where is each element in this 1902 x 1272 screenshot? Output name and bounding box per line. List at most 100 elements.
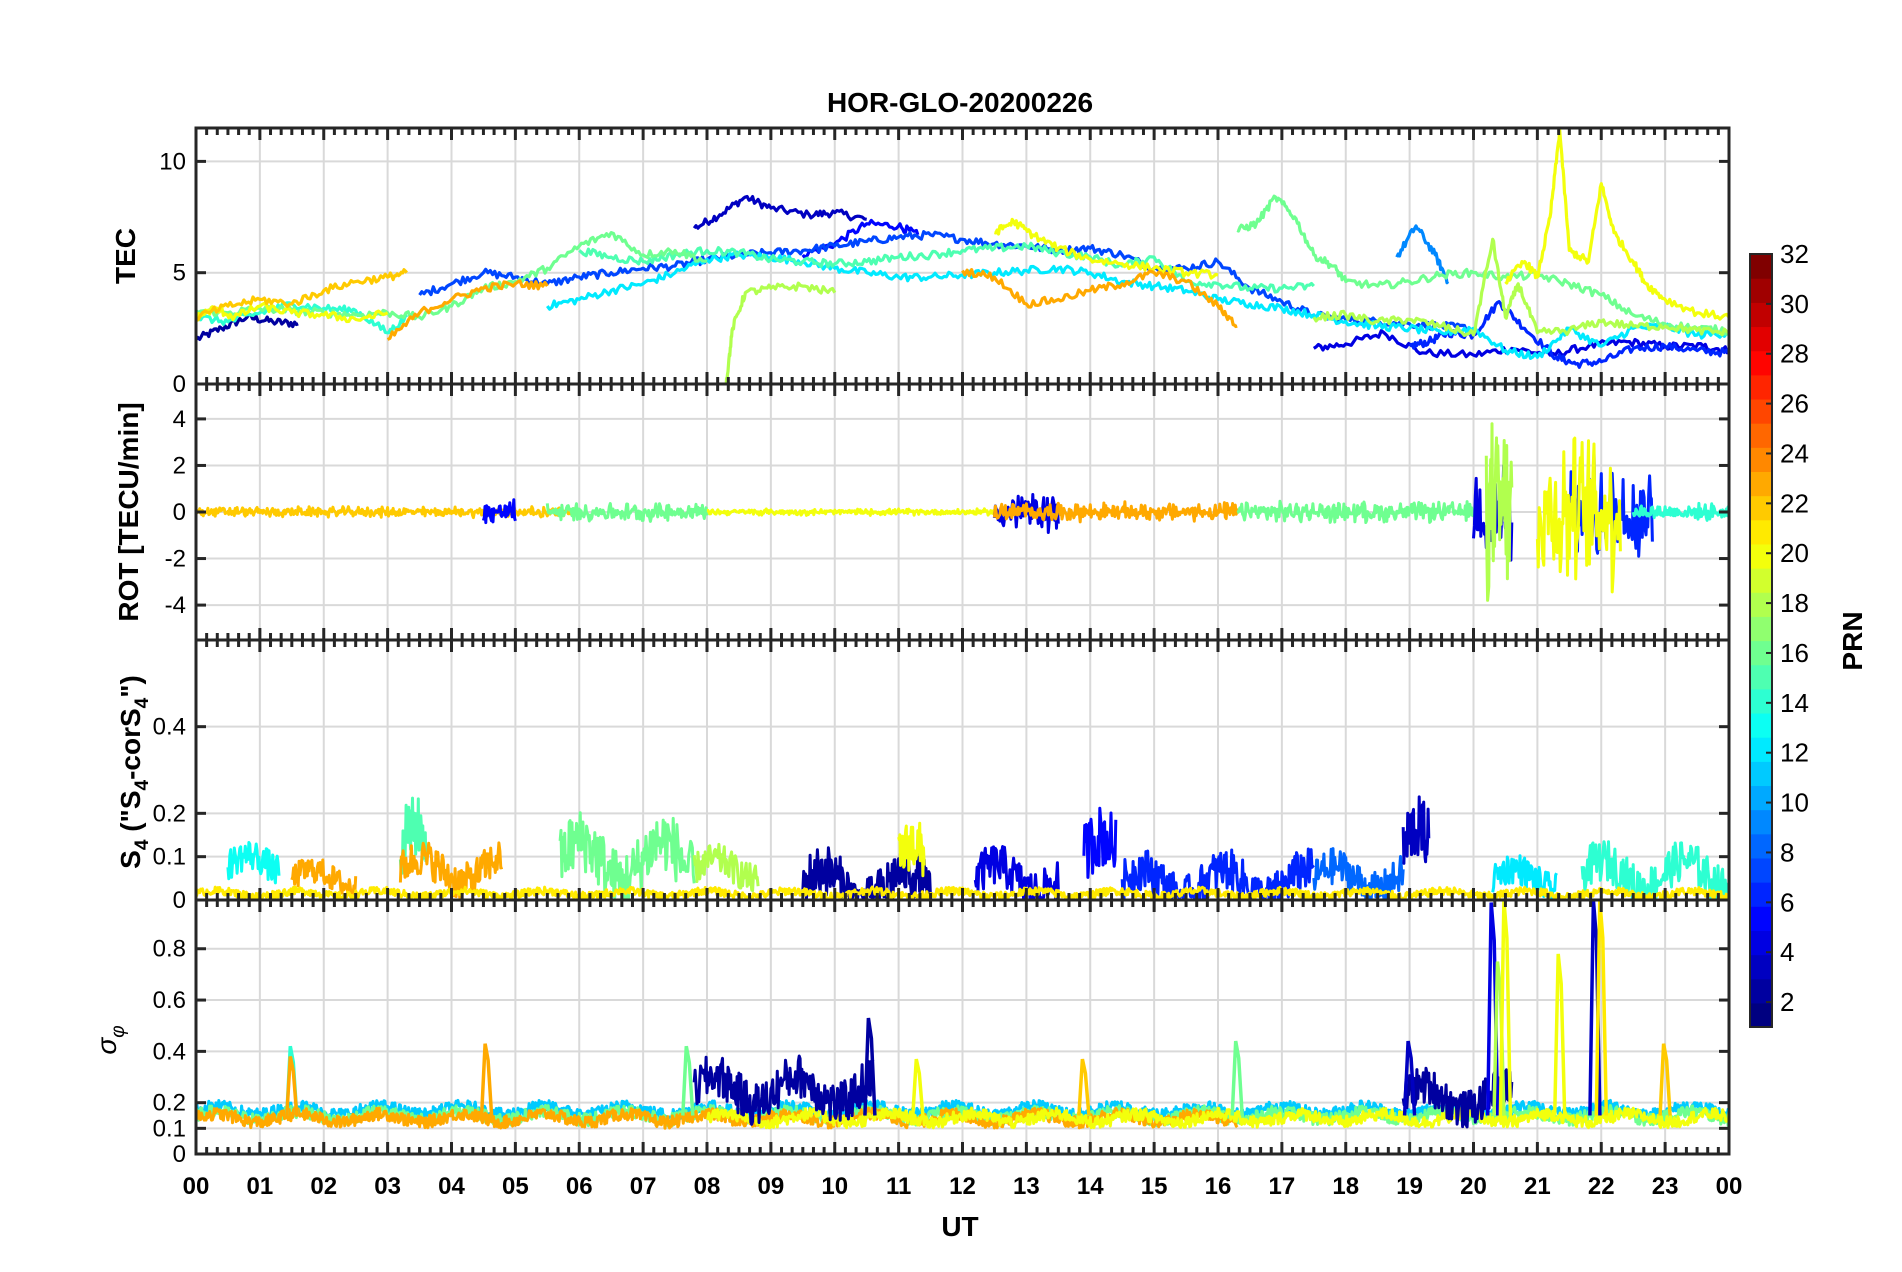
colorbar-tick-label: 18 [1780,588,1809,618]
y-tick-label: 0.4 [153,1038,186,1065]
x-tick-label: 10 [821,1173,848,1200]
x-tick-label: 14 [1077,1173,1104,1200]
y-tick-label: 0.1 [153,844,186,871]
tec-series-prn-20 [994,217,1219,280]
colorbar-swatch [1750,592,1772,617]
noise-series-prn-23 [398,841,504,899]
colorbar-label: PRN [1837,611,1868,670]
colorbar-swatch [1750,495,1772,521]
spike-prn-23 [285,1056,299,1116]
tec-series-prn-18 [724,281,837,384]
colorbar-swatch [1750,616,1772,642]
y-tick-label: 0.6 [153,987,186,1014]
noise-series-prn-13 [226,841,281,885]
y-tick-label: 5 [173,260,186,287]
y-tick-label: 0.8 [153,936,186,963]
noise-series-prn-23 [290,858,358,897]
colorbar-swatch [1750,664,1772,690]
spike-prn-16 [681,1045,695,1116]
colorbar-swatch [1750,833,1772,859]
y-tick-label: 0 [173,499,186,526]
y-tick-label: 0.4 [153,714,186,741]
tec-ylabel: TEC [110,228,141,284]
x-tick-label: 03 [374,1173,401,1200]
colorbar-tick-label: 16 [1780,638,1809,668]
x-tick-label: 01 [247,1173,274,1200]
spike-prn-3 [1402,1040,1417,1116]
tec-series-prn-3 [692,194,867,230]
colorbar-swatch [1750,278,1772,303]
x-tick-label: 23 [1652,1173,1679,1200]
colorbar-swatch [1750,737,1772,762]
rot-panel: -4 -2 0 2 4 [165,382,1731,642]
spike-prn-23 [479,1043,494,1116]
y-tick-label: 10 [159,148,186,175]
colorbar-tick-label: 22 [1780,488,1809,518]
y-tick-label: 0 [173,1141,186,1168]
noise-series-prn-5 [1082,806,1118,879]
colorbar-tick-label: 28 [1780,339,1809,369]
sigma-phi-panel: 00.10.2 0.4 0.6 0.8 [153,898,1731,1168]
y-tick-label: 0 [173,371,186,398]
x-tick-label: 08 [694,1173,721,1200]
colorbar-tick-label: 32 [1780,239,1809,269]
tec-series-prn-7 [418,230,1475,333]
colorbar-swatch [1750,543,1772,569]
x-tick-label: 07 [630,1173,657,1200]
s4-sub-3: 4 [132,697,153,708]
spike-prn-20 [1498,900,1513,1116]
sigma-sub: φ [108,1025,129,1037]
colorbar-swatch [1750,302,1772,328]
x-tick-label: 22 [1588,1173,1615,1200]
tec-series-prn-22 [196,268,409,322]
colorbar-frame [1749,253,1773,1028]
data-layer [196,422,1729,602]
colorbar-swatch [1750,930,1772,956]
noise-series-prn-2 [692,1054,875,1126]
noise-series-prn-6 [1120,847,1315,900]
spike-prn-21 [1594,900,1609,1116]
x-tick-label: 20 [1460,1173,1487,1200]
noise-series-prn-14 [1580,840,1729,900]
colorbar-tick-label: 8 [1780,837,1794,867]
x-tick-label: 06 [566,1173,593,1200]
colorbar-tick-label: 26 [1780,389,1809,419]
s4-open: ("S [115,791,146,840]
colorbar-tick-label: 14 [1780,688,1809,718]
chart-title: HOR-GLO-20200226 [827,87,1093,118]
x-tick-label: 17 [1269,1173,1296,1200]
colorbar-swatch [1750,374,1772,400]
s4-mid: -corS [115,708,146,780]
noise-series-prn-18 [692,842,760,893]
colorbar-swatch [1750,423,1772,448]
noise-series-prn-20 [706,507,995,517]
x-tick-label: 19 [1396,1173,1423,1200]
noise-series-prn-20 [705,1106,1729,1130]
y-tick-label: 0 [173,887,186,914]
colorbar-swatch [1750,519,1772,545]
y-tick-label: 0.2 [153,1090,186,1117]
colorbar-swatch [1750,906,1772,931]
s4-sub-1: 4 [132,839,153,850]
colorbar-swatch [1750,882,1772,907]
y-tick-label: -4 [165,592,186,619]
colorbar-swatch [1750,712,1772,738]
noise-series-prn-18 [1484,422,1514,602]
noise-series-prn-4 [973,845,1060,900]
x-tick-label: 11 [886,1173,911,1200]
colorbar-tick-label: 12 [1780,738,1809,768]
noise-series-prn-23 [992,500,1239,524]
tec-series-prn-9 [1395,224,1450,285]
spike-prn-16 [1230,1040,1244,1116]
y-tick-label: -2 [165,546,186,573]
colorbar-swatch [1750,688,1772,714]
spike-prn-2 [863,1017,877,1116]
x-tick-label: 18 [1332,1173,1359,1200]
colorbar-tick-label: 2 [1780,987,1794,1017]
colorbar-swatch [1750,809,1772,835]
y-tick-label: 0.2 [153,800,186,827]
colorbar-tick-label: 6 [1780,887,1794,917]
colorbar-swatch [1750,254,1772,279]
